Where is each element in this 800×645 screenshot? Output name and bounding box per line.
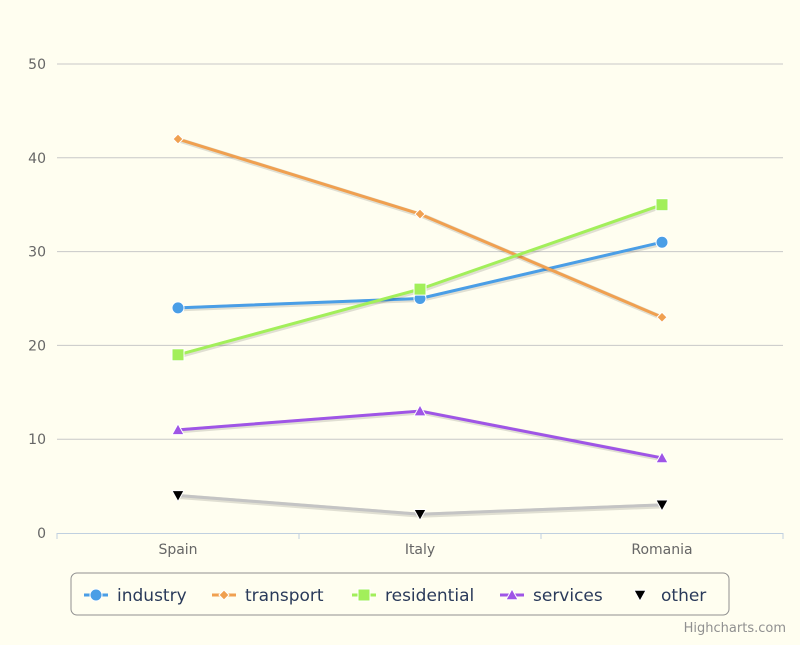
data-point-transport-spain[interactable] bbox=[172, 133, 184, 145]
legend-marker-industry[interactable] bbox=[89, 588, 103, 602]
series-industry[interactable] bbox=[171, 235, 669, 315]
y-tick-label: 50 bbox=[28, 57, 46, 73]
data-point-other-italy[interactable] bbox=[413, 508, 427, 522]
x-tick-label: Spain bbox=[158, 542, 197, 558]
data-point-residential-italy[interactable] bbox=[413, 282, 427, 296]
legend-label[interactable]: services bbox=[533, 586, 603, 606]
data-point-services-italy[interactable] bbox=[413, 404, 427, 417]
legend-item-residential[interactable]: residential bbox=[352, 586, 474, 606]
legend-item-industry[interactable]: industry bbox=[84, 586, 187, 606]
series-residential[interactable] bbox=[171, 198, 669, 362]
legend-item-other[interactable]: other bbox=[633, 586, 706, 606]
data-point-industry-spain[interactable] bbox=[171, 301, 185, 315]
series-layer bbox=[171, 133, 669, 522]
legend-marker-residential[interactable] bbox=[357, 588, 371, 602]
x-tick-label: Italy bbox=[405, 542, 435, 558]
data-point-residential-romania[interactable] bbox=[655, 198, 669, 212]
legend-marker-services[interactable] bbox=[505, 587, 519, 601]
legend-label[interactable]: other bbox=[661, 586, 706, 606]
data-point-residential-spain[interactable] bbox=[171, 348, 185, 362]
data-point-other-spain[interactable] bbox=[171, 490, 185, 503]
legend[interactable]: industry transport residential services othe… bbox=[70, 572, 730, 616]
y-tick-label: 30 bbox=[28, 245, 46, 261]
y-tick-label: 10 bbox=[28, 432, 46, 448]
data-point-industry-romania[interactable] bbox=[655, 235, 669, 249]
legend-box bbox=[70, 572, 730, 616]
legend-label[interactable]: transport bbox=[245, 586, 324, 606]
legend-marker-other[interactable] bbox=[633, 589, 647, 603]
legend-item-services[interactable]: services bbox=[500, 586, 603, 606]
grid-lines bbox=[57, 63, 783, 440]
data-point-transport-italy[interactable] bbox=[414, 208, 426, 220]
y-tick-label: 40 bbox=[28, 151, 46, 167]
legend-marker-transport[interactable] bbox=[218, 589, 230, 601]
data-point-transport-romania[interactable] bbox=[656, 311, 668, 323]
legend-item-transport[interactable]: transport bbox=[212, 586, 324, 606]
series-other[interactable] bbox=[171, 490, 669, 522]
series-line-services[interactable] bbox=[177, 409, 663, 460]
data-point-services-spain[interactable] bbox=[171, 422, 185, 436]
legend-label[interactable]: residential bbox=[385, 586, 474, 606]
series-services[interactable] bbox=[171, 404, 669, 464]
axes: 0 10 20 30 40 50 Spain Italy Romania bbox=[28, 57, 784, 558]
credits-label[interactable]: Highcharts.com bbox=[684, 621, 786, 636]
y-tick-label: 0 bbox=[37, 526, 46, 542]
series-line-residential[interactable] bbox=[177, 203, 663, 357]
series-line-shadow bbox=[178, 409, 664, 462]
series-transport[interactable] bbox=[172, 133, 668, 323]
x-tick-label: Romania bbox=[631, 542, 692, 558]
data-point-other-romania[interactable] bbox=[655, 499, 669, 512]
legend-label[interactable]: industry bbox=[117, 586, 187, 606]
data-point-services-romania[interactable] bbox=[655, 450, 669, 464]
y-tick-label: 20 bbox=[28, 338, 46, 354]
